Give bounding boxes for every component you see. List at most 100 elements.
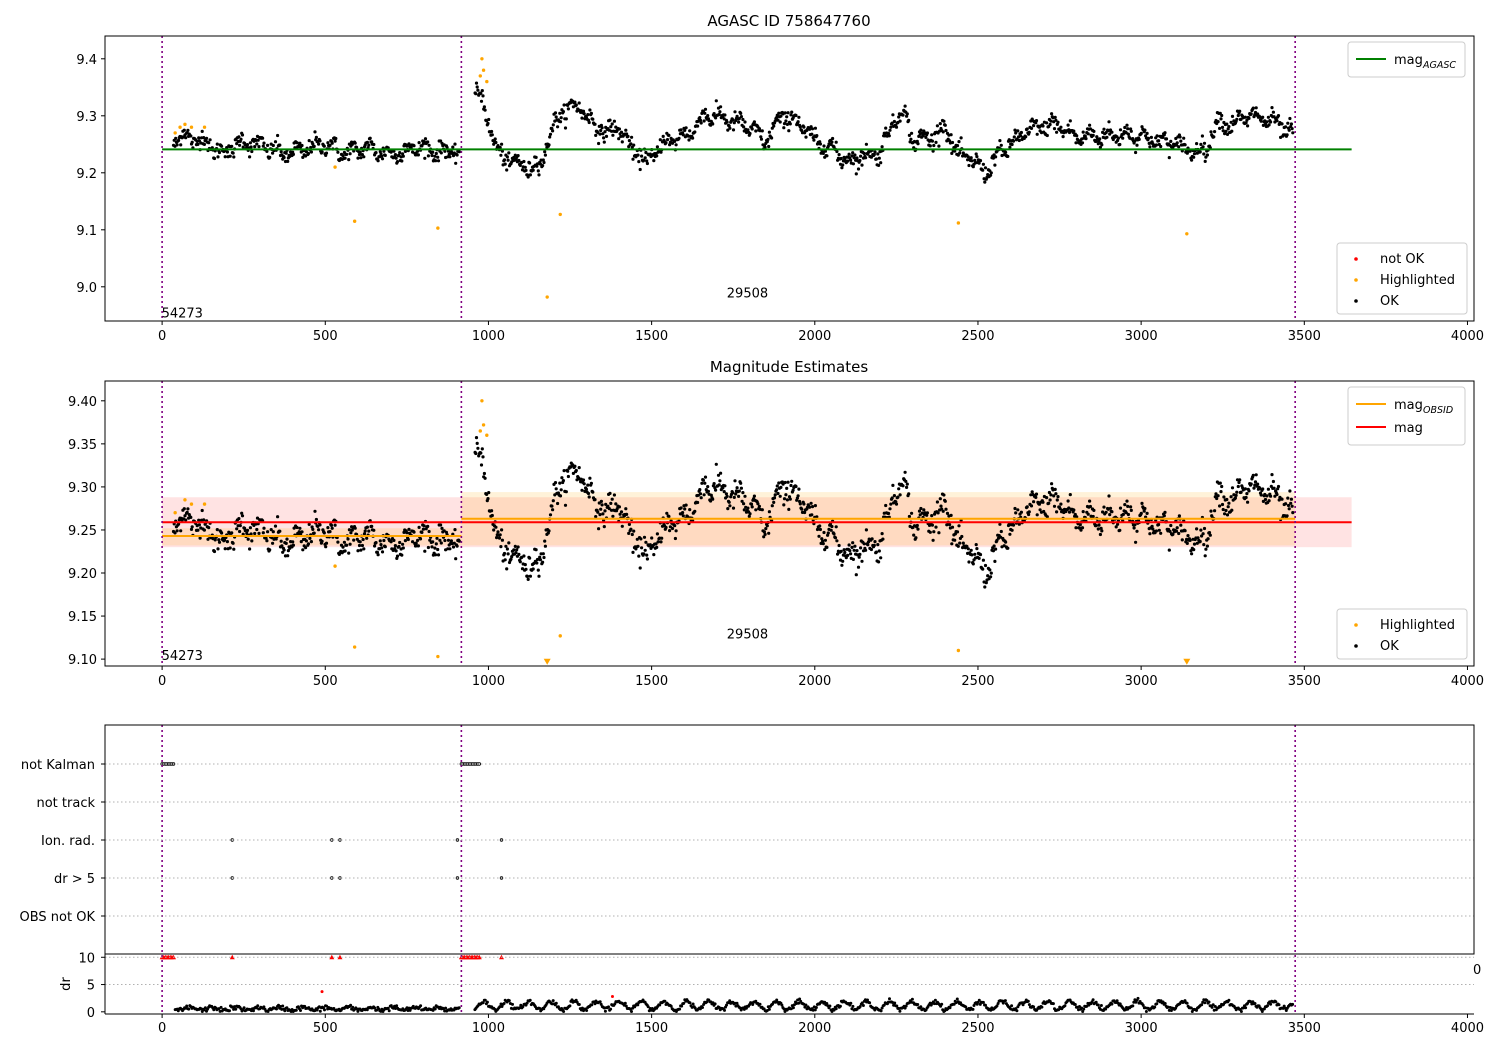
- ok-point: [767, 531, 771, 535]
- ok-point: [1019, 510, 1024, 514]
- legend-box: [1347, 41, 1466, 78]
- ok-point: [1088, 499, 1092, 503]
- ok-point: [859, 154, 863, 158]
- dr-point: [1155, 1002, 1159, 1006]
- ok-point: [382, 538, 386, 543]
- ok-point: [1222, 495, 1226, 499]
- ok-point: [681, 133, 685, 137]
- ok-point: [1227, 501, 1231, 505]
- ok-point: [403, 149, 407, 153]
- ok-point: [779, 485, 783, 489]
- ok-point: [301, 548, 305, 552]
- ok-point: [922, 508, 926, 512]
- ok-point: [248, 526, 252, 530]
- ok-point: [255, 516, 260, 520]
- ok-point: [1013, 506, 1017, 511]
- ok-point: [448, 155, 452, 159]
- ok-point: [374, 151, 378, 155]
- ok-point: [923, 511, 927, 515]
- ok-point: [184, 136, 188, 140]
- ok-point: [1154, 143, 1158, 147]
- y-tick-label: 9.4: [76, 53, 97, 68]
- highlighted-point: [178, 125, 182, 129]
- ok-point: [986, 574, 990, 578]
- ok-point: [846, 159, 850, 163]
- ok-point: [238, 143, 242, 147]
- ok-point: [347, 528, 351, 532]
- dr-point: [624, 1004, 628, 1008]
- ok-point: [693, 130, 697, 134]
- ok-point: [762, 530, 767, 534]
- dr-point: [585, 1009, 589, 1012]
- ok-point: [1027, 510, 1031, 514]
- y-tick-label: 9.40: [68, 395, 97, 410]
- dr-point: [630, 1010, 633, 1013]
- dr-point: [1131, 1004, 1135, 1008]
- ok-point: [884, 126, 888, 130]
- dr-point: [299, 1009, 302, 1012]
- ok-point: [989, 575, 993, 579]
- ok-point: [1014, 131, 1018, 135]
- ok-point: [770, 504, 774, 508]
- ok-point: [560, 476, 564, 480]
- ok-point: [627, 139, 632, 143]
- ok-point: [977, 161, 981, 165]
- ok-point: [712, 112, 716, 116]
- ok-point: [436, 159, 441, 163]
- ok-point: [324, 545, 328, 549]
- ok-point: [492, 142, 496, 146]
- ok-point: [1140, 501, 1144, 505]
- dr-point: [1094, 1000, 1098, 1004]
- ok-point: [523, 563, 527, 567]
- ok-point: [374, 541, 378, 545]
- ok-point: [255, 527, 259, 532]
- dr-point: [1244, 1006, 1248, 1010]
- ok-point: [309, 150, 313, 154]
- ok-point: [426, 545, 430, 550]
- ok-point: [735, 486, 739, 490]
- ok-point: [874, 157, 879, 161]
- ok-point: [341, 545, 345, 549]
- ok-point: [632, 143, 636, 147]
- ok-point: [941, 509, 945, 513]
- ok-point: [832, 532, 836, 536]
- ok-point: [778, 494, 782, 498]
- ok-point: [1270, 473, 1274, 477]
- ok-point: [1146, 136, 1151, 140]
- y-tick-label: 9.35: [68, 438, 97, 453]
- ok-point: [722, 490, 726, 494]
- dr-point: [1091, 998, 1095, 1002]
- ok-point: [638, 566, 642, 570]
- ok-point: [345, 152, 349, 156]
- ok-point: [1052, 504, 1057, 508]
- flag-row-label: dr > 5: [54, 872, 95, 887]
- ok-point: [586, 491, 591, 496]
- ok-point: [1110, 130, 1114, 134]
- ok-point: [698, 492, 703, 496]
- ok-point: [772, 496, 777, 500]
- ok-point: [1162, 514, 1166, 518]
- ok-point: [394, 156, 398, 160]
- dr-point: [355, 1007, 359, 1011]
- ok-point: [526, 577, 530, 582]
- ok-point: [282, 548, 286, 552]
- dr-point: [373, 1006, 377, 1010]
- ok-point: [855, 156, 859, 160]
- dr-outlier-point: [610, 995, 614, 999]
- ok-point: [932, 143, 936, 148]
- ok-point: [823, 548, 827, 552]
- ok-point: [1157, 522, 1161, 527]
- ok-point: [784, 119, 788, 123]
- ok-point: [955, 144, 960, 148]
- ok-point: [1155, 134, 1159, 138]
- ok-point: [611, 133, 615, 137]
- ok-point: [873, 540, 877, 544]
- ok-point: [888, 128, 892, 132]
- ok-point: [956, 544, 960, 548]
- ok-point: [754, 508, 758, 512]
- ok-point: [884, 503, 888, 508]
- ok-point: [235, 527, 239, 531]
- ok-point: [574, 103, 578, 107]
- ok-point: [901, 113, 905, 117]
- corner-tick-label: 0: [1473, 963, 1481, 978]
